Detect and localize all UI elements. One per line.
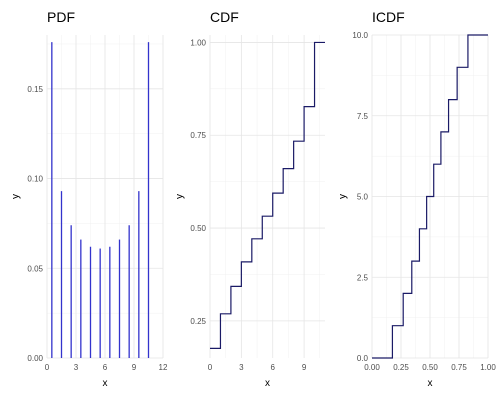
chart-title: ICDF xyxy=(372,9,405,25)
step-line xyxy=(372,34,488,359)
y-tick-label: 7.5 xyxy=(357,112,369,121)
x-tick-label: 0.75 xyxy=(451,363,467,372)
y-tick-label: 0.00 xyxy=(27,354,43,363)
y-tick-label: 0.10 xyxy=(27,175,43,184)
x-tick-label: 0.25 xyxy=(393,363,409,372)
panel-pdf: 0 3 6 9 12 0.00 0.05 0.10 0.15 PDF x y xyxy=(11,9,168,389)
x-axis-label: x xyxy=(428,378,433,389)
y-tick-label: 2.5 xyxy=(357,273,369,282)
x-tick-label: 0 xyxy=(208,363,213,372)
x-tick-label: 12 xyxy=(159,363,168,372)
y-tick-label: 1.00 xyxy=(190,38,206,47)
step-line xyxy=(210,41,325,349)
x-tick-label: 9 xyxy=(302,363,307,372)
chart-title: CDF xyxy=(210,9,239,25)
y-tick-label: 0.50 xyxy=(190,224,206,233)
x-tick-label: 0.50 xyxy=(422,363,438,372)
x-tick-label: 1.00 xyxy=(480,363,496,372)
y-axis-label: y xyxy=(175,194,186,199)
x-tick-label: 6 xyxy=(271,363,276,372)
y-tick-label: 5.0 xyxy=(357,193,369,202)
x-tick-label: 6 xyxy=(103,363,108,372)
y-tick-label: 0.15 xyxy=(27,85,43,94)
y-tick-label: 0.0 xyxy=(357,354,369,363)
y-tick-label: 0.25 xyxy=(190,317,206,326)
y-tick-label: 0.75 xyxy=(190,131,206,140)
y-axis-label: y xyxy=(11,194,22,199)
y-tick-label: 10.0 xyxy=(352,31,368,40)
x-tick-label: 0.00 xyxy=(364,363,380,372)
x-tick-label: 0 xyxy=(45,363,50,372)
panel-icdf: 0.00 0.25 0.50 0.75 1.00 0.0 2.5 5.0 7.5 10.0 ICDF… xyxy=(338,9,497,389)
x-tick-label: 9 xyxy=(132,363,137,372)
y-tick-label: 0.05 xyxy=(27,264,43,273)
x-axis-label: x xyxy=(265,378,270,389)
y-axis-label: y xyxy=(338,194,349,199)
x-tick-label: 3 xyxy=(239,363,244,372)
x-tick-label: 3 xyxy=(74,363,79,372)
panel-cdf: 0 3 6 9 0.25 0.50 0.75 1.00 CDF x y xyxy=(175,9,325,389)
chart-title: PDF xyxy=(47,9,75,25)
x-axis-label: x xyxy=(103,378,108,389)
